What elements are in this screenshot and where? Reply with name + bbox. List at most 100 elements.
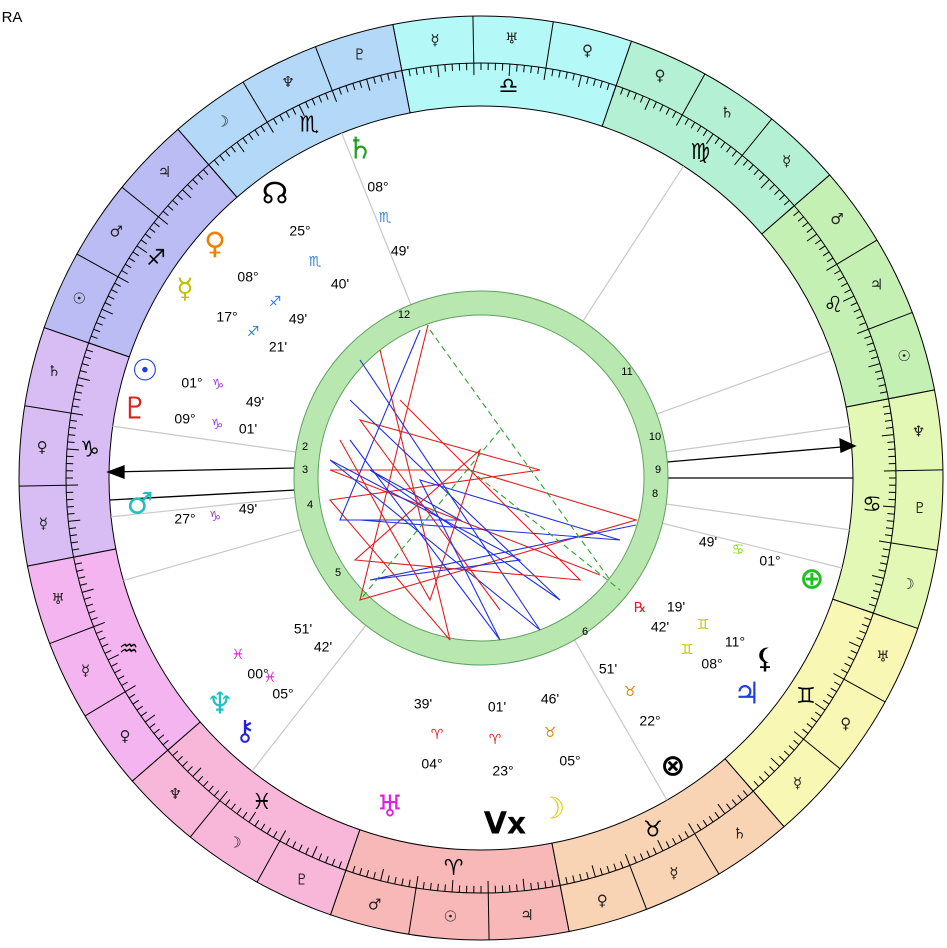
- degree-tick: [882, 505, 896, 508]
- planet-glyph: ☿: [176, 272, 193, 305]
- degree-tick: [444, 884, 446, 892]
- house-number: 12: [398, 309, 410, 321]
- planet-glyph: ♅: [377, 790, 404, 825]
- degree-tick: [177, 194, 183, 201]
- planet-degree: 11°: [725, 634, 745, 650]
- degree-tick: [408, 879, 411, 887]
- degree-tick: [842, 295, 855, 302]
- asc-line: [109, 467, 297, 473]
- degree-tick: [230, 146, 236, 153]
- decan-glyph: ☿: [793, 774, 802, 792]
- planet-minute: 19': [667, 599, 685, 615]
- degree-tick: [859, 322, 866, 326]
- retrograde-mark: ℞: [634, 600, 647, 616]
- degree-tick: [305, 847, 310, 855]
- degree-tick: [352, 83, 356, 91]
- planet-glyph: ⊕: [799, 562, 824, 597]
- degree-tick: [726, 803, 732, 810]
- degree-tick: [429, 882, 432, 890]
- degree-tick: [652, 101, 657, 109]
- degree-tick: [688, 823, 696, 834]
- degree-tick: [90, 617, 98, 621]
- planet-glyph: ♄: [347, 132, 374, 167]
- decan-divider: [76, 253, 119, 278]
- degree-tick: [758, 174, 765, 180]
- degree-tick: [338, 87, 342, 95]
- decan-glyph: ♀: [582, 42, 593, 60]
- degree-tick: [248, 133, 254, 141]
- title: RA: [2, 9, 23, 26]
- decan-divider: [694, 833, 720, 875]
- dsc-arrow: [839, 437, 857, 453]
- degree-tick: [814, 711, 822, 717]
- degree-tick: [833, 672, 845, 680]
- cusp-line: [662, 522, 843, 569]
- degree-tick: [557, 873, 561, 886]
- degree-tick: [80, 370, 88, 373]
- degree-tick: [606, 83, 610, 91]
- decan-divider: [314, 46, 333, 91]
- degree-tick: [793, 210, 800, 217]
- degree-tick: [882, 405, 890, 408]
- sign-glyph: ♓: [252, 790, 272, 815]
- sign-glyph: ♎: [498, 74, 518, 99]
- planet-minute: 51': [599, 661, 617, 677]
- sign-sector: [601, 40, 831, 235]
- decan-glyph: ☿: [430, 31, 439, 49]
- degree-tick: [868, 349, 876, 353]
- degree-tick: [266, 122, 274, 133]
- degree-tick: [71, 412, 84, 416]
- decan-divider: [890, 542, 938, 551]
- degree-tick: [853, 308, 861, 313]
- degree-tick: [665, 841, 670, 848]
- degree-tick: [83, 596, 91, 600]
- asc-arrow: [106, 465, 125, 479]
- degree-tick: [101, 643, 109, 648]
- degree-tick: [859, 630, 866, 634]
- planet-minute: 39': [414, 696, 432, 712]
- degree-tick: [80, 583, 88, 586]
- degree-tick: [690, 122, 696, 129]
- cusp-line: [582, 165, 685, 322]
- degree-tick: [158, 216, 169, 225]
- decan-glyph: ♇: [353, 46, 366, 64]
- planet-sign: ♋: [732, 542, 745, 558]
- degree-tick: [806, 227, 813, 233]
- degree-tick: [352, 865, 356, 873]
- decan-glyph: ♆: [912, 423, 925, 441]
- planet-sign: ♏: [379, 210, 392, 226]
- degree-tick: [429, 66, 432, 74]
- degree-tick: [117, 675, 125, 680]
- degree-tick: [292, 841, 297, 848]
- planet-minute: 49': [699, 534, 717, 550]
- degree-tick: [779, 194, 785, 201]
- degree-tick: [359, 80, 363, 88]
- degree-tick: [530, 66, 533, 74]
- house-number: 10: [649, 431, 661, 443]
- degree-tick: [864, 617, 872, 621]
- sign-glyph: ♋: [862, 492, 882, 517]
- degree-tick: [802, 222, 809, 228]
- degree-tick: [366, 870, 370, 878]
- degree-tick: [516, 64, 518, 72]
- degree-tick: [311, 98, 316, 106]
- decan-glyph: ♅: [876, 647, 889, 665]
- degree-tick: [770, 757, 780, 767]
- degree-tick: [826, 257, 834, 263]
- sign-glyph: ♑: [80, 438, 100, 463]
- degree-tick: [644, 98, 651, 111]
- decan-divider: [49, 626, 94, 645]
- degree-tick: [551, 879, 554, 887]
- degree-tick: [144, 714, 156, 723]
- planet-sign: ♓: [232, 647, 245, 663]
- planet-degree: 23°: [492, 763, 513, 779]
- degree-tick: [182, 189, 192, 199]
- degree-tick: [633, 93, 637, 100]
- cusp-line: [251, 624, 367, 772]
- degree-tick: [279, 830, 287, 842]
- house-number: 3: [302, 464, 308, 476]
- degree-tick: [879, 562, 888, 565]
- decan-divider: [242, 81, 268, 123]
- degree-tick: [73, 398, 81, 401]
- planet-degree: 05°: [559, 753, 580, 769]
